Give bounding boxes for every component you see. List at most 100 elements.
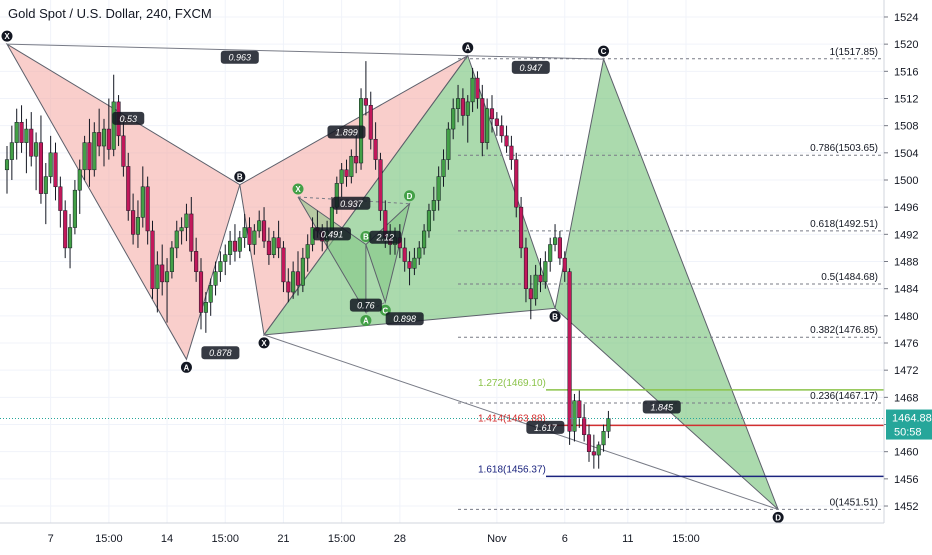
fibonacci-levels: 1(1517.85) 0.786(1503.65) 0.618(1492.51) 0.… <box>458 47 884 510</box>
candle-body <box>92 132 97 171</box>
candle-body <box>368 105 373 140</box>
candle-body <box>126 166 131 211</box>
ratio-badge <box>511 60 550 74</box>
pattern-point-label: X <box>4 32 10 41</box>
candle-body <box>523 247 529 289</box>
candle-body <box>572 400 577 432</box>
candle-body <box>499 125 504 137</box>
time-tick-label: 15:00 <box>95 533 123 545</box>
fib-level-label: 1.272(1469.10) <box>478 378 546 389</box>
ratio-label: 0.76 <box>357 301 375 311</box>
pattern-point-badge <box>234 171 246 183</box>
candle-body <box>601 431 606 446</box>
candle-body <box>519 206 524 249</box>
candle-body <box>557 237 562 259</box>
ratio-badge <box>526 420 565 434</box>
candle-body <box>131 210 136 235</box>
candle-body <box>43 176 48 194</box>
ratio-label: 1.617 <box>534 423 558 433</box>
candle-body <box>465 101 470 116</box>
time-tick-label: 14 <box>161 533 173 545</box>
candle-body <box>412 257 417 269</box>
candle-body <box>286 281 291 293</box>
candle-body <box>567 271 572 432</box>
candle-body <box>38 142 44 194</box>
candle-body <box>82 142 87 171</box>
candle-body <box>213 271 218 286</box>
candle-body <box>237 237 242 252</box>
candle-body <box>194 251 199 272</box>
candle-body <box>509 145 514 160</box>
ratio-badge <box>312 227 351 241</box>
candle-body <box>29 128 34 157</box>
candle-body <box>58 186 63 211</box>
candle-body <box>155 264 160 289</box>
candle-body <box>562 257 567 272</box>
pattern-point-label: A <box>465 44 471 53</box>
price-tick-label: 1512 <box>894 93 918 105</box>
candle-body <box>456 98 461 109</box>
ratio-label: 0.937 <box>340 199 364 209</box>
pattern-point-badge <box>360 314 372 326</box>
candle-body <box>24 128 29 143</box>
pattern-point-label: X <box>261 339 267 348</box>
candle-body <box>276 237 281 249</box>
pattern-point-label: B <box>237 173 243 182</box>
candle-body <box>417 247 422 259</box>
fib-level-label: 0.382(1476.85) <box>810 325 878 336</box>
pattern-point-label: D <box>407 192 413 201</box>
candle-body <box>582 417 587 435</box>
candle-body <box>402 247 407 262</box>
candle-body <box>228 240 233 255</box>
candle-body <box>407 261 412 269</box>
candle-body <box>19 122 24 143</box>
candle-body <box>189 213 194 252</box>
candle-body <box>203 302 208 313</box>
candle-body <box>446 128 451 160</box>
price-tick-label: 1516 <box>894 66 918 78</box>
candle-body <box>97 132 102 147</box>
candle-body <box>160 264 165 283</box>
candle-body <box>460 98 465 116</box>
candle-body <box>363 98 368 106</box>
candle-body <box>145 186 150 232</box>
candle-body <box>77 169 82 191</box>
price-tick-label: 1524 <box>894 12 918 24</box>
price-tick-label: 1472 <box>894 365 918 377</box>
candle-body <box>475 77 480 99</box>
ratio-badge <box>220 50 259 64</box>
candle-body <box>72 189 77 228</box>
candle-body <box>596 444 601 456</box>
chart-title: Gold Spot / U.S. Dollar, 240, FXCM <box>8 6 212 21</box>
pattern-point-label: A <box>184 363 190 372</box>
candle-body <box>87 142 92 171</box>
candle-body <box>344 169 349 177</box>
candle-body <box>553 237 558 245</box>
candle-body <box>106 128 111 150</box>
pattern-point-badge <box>258 337 270 349</box>
time-tick-label: 7 <box>48 533 54 545</box>
pattern-point-badge <box>772 511 784 523</box>
candle-body <box>63 210 68 249</box>
price-tick-label: 1488 <box>894 257 918 269</box>
candle-body <box>150 230 155 289</box>
price-axis[interactable]: 1452145614601464146814721476148014841488… <box>0 0 932 523</box>
candle-body <box>262 220 267 242</box>
pattern-labels: X A B X A C B D X A B C D 0.963 0.947 1.899 0.878 0.898 1.… <box>1 30 784 523</box>
candle-body <box>300 257 305 286</box>
ratio-badge <box>642 400 681 414</box>
ratio-label: 0.491 <box>321 229 344 239</box>
candle-body <box>426 210 431 232</box>
candle-body <box>591 451 596 456</box>
green-pattern-line-xd <box>263 334 779 510</box>
candle-body <box>266 240 271 255</box>
time-tick-label: 11 <box>622 533 633 545</box>
candle-body <box>577 400 582 418</box>
time-tick-label: 28 <box>394 533 406 545</box>
pattern-point-badge <box>292 183 304 195</box>
price-tick-label: 1508 <box>894 121 918 133</box>
ratio-label: 0.53 <box>119 114 137 124</box>
time-axis[interactable]: 7 15:00 14 15:00 21 15:00 28 Nov 6 11 15:00 <box>0 522 884 545</box>
